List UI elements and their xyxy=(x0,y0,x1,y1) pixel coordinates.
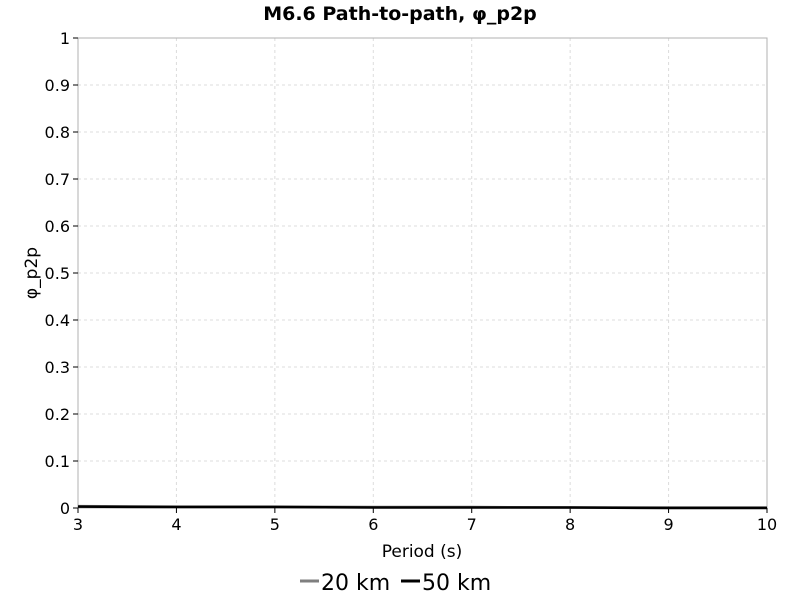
x-tick-label: 10 xyxy=(757,515,777,534)
y-tick-label: 0.7 xyxy=(45,170,70,189)
y-tick-label: 0.3 xyxy=(45,358,70,377)
x-tick-label: 4 xyxy=(171,515,181,534)
x-tick-label: 3 xyxy=(73,515,83,534)
x-tick-label: 9 xyxy=(663,515,673,534)
x-axis-label: Period (s) xyxy=(382,542,463,562)
y-tick-label: 0 xyxy=(60,499,70,518)
x-tick-label: 8 xyxy=(565,515,575,534)
y-tick-label: 0.1 xyxy=(45,452,70,471)
x-tick-label: 5 xyxy=(270,515,280,534)
y-tick-label: 0.8 xyxy=(45,123,70,142)
x-tick-label: 6 xyxy=(368,515,378,534)
legend: 20 km 50 km xyxy=(300,571,491,596)
y-tick-label: 0.6 xyxy=(45,217,70,236)
series-lines xyxy=(77,504,767,510)
y-tick-label: 1 xyxy=(60,29,70,48)
legend-label: 20 km xyxy=(321,571,390,596)
chart-title: M6.6 Path-to-path, φ_p2p xyxy=(263,3,537,25)
y-tick-label: 0.5 xyxy=(45,264,70,283)
y-tick-label: 0.2 xyxy=(45,405,70,424)
legend-label: 50 km xyxy=(422,571,491,596)
y-tick-label: 0.4 xyxy=(45,311,70,330)
y-axis-label: φ_p2p xyxy=(22,247,42,299)
x-tick-label: 7 xyxy=(467,515,477,534)
series-line-50-km xyxy=(77,505,767,510)
grid xyxy=(77,37,768,509)
y-tick-label: 0.9 xyxy=(45,76,70,95)
